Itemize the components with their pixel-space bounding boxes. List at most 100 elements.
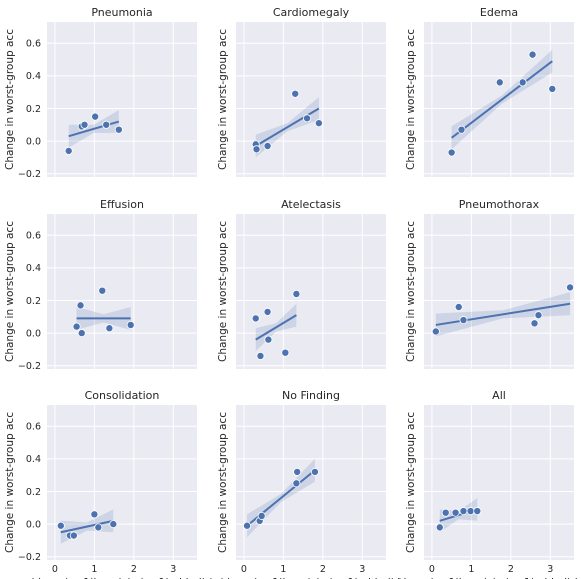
- data-point: [80, 120, 89, 129]
- x-tick-label: 1: [91, 564, 97, 575]
- data-point: [466, 507, 475, 516]
- x-tick-label: 3: [547, 564, 553, 575]
- x-axis-label: | log p(y=1|base) / p(y=1|added) |: [397, 577, 578, 579]
- y-tick-label: 0.2: [26, 104, 41, 115]
- data-point: [454, 302, 463, 311]
- x-axis-label: | log p(y=1|base) / p(y=1|added) |: [220, 577, 401, 579]
- panel-cardiomegaly: Cardiomegaly Change in worst-group acc: [217, 6, 386, 177]
- y-tick-label: 0.2: [26, 296, 41, 307]
- data-point: [566, 283, 575, 292]
- data-point: [98, 286, 107, 295]
- x-axis-label: | log p(y=1|base) / p(y=1|added) |: [31, 577, 212, 579]
- data-point: [303, 114, 312, 123]
- data-point: [310, 467, 319, 476]
- data-point: [77, 329, 86, 338]
- regression-line: [255, 314, 297, 341]
- y-tick-label: −0.2: [18, 361, 41, 372]
- data-point: [548, 84, 557, 93]
- y-tick-label: −0.2: [18, 169, 41, 180]
- y-axis-label: Change in worst-group acc: [405, 412, 417, 553]
- y-tick-label: 0.0: [26, 328, 41, 339]
- regression-line: [68, 120, 120, 138]
- y-axis-label: Change in worst-group acc: [4, 412, 16, 553]
- y-tick-label: 0.0: [26, 136, 41, 147]
- data-point: [251, 314, 260, 323]
- y-axis-label: Change in worst-group acc: [217, 221, 229, 362]
- x-tick-label: 0: [429, 564, 435, 575]
- y-tick-label: −0.2: [18, 552, 41, 563]
- panel-background: [424, 405, 574, 560]
- data-point: [263, 307, 272, 316]
- panel-title: Atelectasis: [281, 198, 341, 211]
- data-point: [90, 510, 99, 519]
- data-point: [293, 467, 302, 476]
- data-point: [292, 479, 301, 488]
- x-tick-label: 2: [320, 564, 326, 575]
- data-point: [447, 148, 456, 157]
- data-point: [64, 146, 73, 155]
- regression-line: [451, 60, 553, 139]
- panel-title: All: [492, 389, 506, 402]
- x-tick-label: 0: [241, 564, 247, 575]
- panel-title: Pneumothorax: [459, 198, 540, 211]
- y-axis-label: Change in worst-group acc: [217, 412, 229, 553]
- data-point: [105, 324, 114, 333]
- panel-title: Cardiomegaly: [273, 6, 350, 19]
- y-tick-label: 0.4: [26, 71, 41, 82]
- panel-consolidation: Consolidation −0.2 0.0 0.2 0.4 0.6 0 1 2 3 | log p…: [4, 389, 213, 579]
- data-point: [314, 119, 323, 128]
- data-point: [534, 311, 543, 320]
- data-point: [69, 531, 78, 540]
- x-tick-label: 1: [280, 564, 286, 575]
- data-point: [281, 348, 290, 357]
- data-point: [72, 322, 81, 331]
- x-tick-label: 0: [52, 564, 58, 575]
- panel-background: [236, 22, 386, 177]
- data-point: [252, 145, 261, 154]
- data-point: [94, 523, 103, 532]
- panel-title: Edema: [480, 6, 518, 19]
- x-tick-label: 2: [508, 564, 514, 575]
- y-tick-label: 0.4: [26, 263, 41, 274]
- y-tick-label: 0.6: [26, 39, 41, 50]
- data-point: [102, 120, 111, 129]
- data-point: [473, 507, 482, 516]
- data-point: [91, 112, 100, 121]
- regression-line: [435, 302, 571, 326]
- panel-title: Consolidation: [85, 389, 160, 402]
- data-point: [530, 319, 539, 328]
- data-point: [243, 521, 252, 530]
- regression-line: [60, 519, 114, 534]
- data-point: [431, 327, 440, 336]
- y-tick-label: 0.4: [26, 454, 41, 465]
- data-point: [451, 508, 460, 517]
- panel-background: [236, 405, 386, 560]
- data-point: [114, 125, 123, 134]
- data-point: [291, 89, 300, 98]
- panel-title: Pneumonia: [91, 6, 152, 19]
- data-point: [459, 507, 468, 516]
- panel-pneumothorax: Pneumothorax Change in worst-group acc: [405, 198, 575, 369]
- panel-title: No Finding: [282, 389, 340, 402]
- panel-title: Effusion: [100, 198, 144, 211]
- data-point: [495, 78, 504, 87]
- x-tick-label: 2: [131, 564, 137, 575]
- y-axis-label: Change in worst-group acc: [4, 221, 16, 362]
- data-point: [264, 335, 273, 344]
- data-point: [126, 320, 135, 329]
- data-point: [459, 316, 468, 325]
- y-tick-label: 0.6: [26, 422, 41, 433]
- data-point: [457, 125, 466, 134]
- data-point: [263, 141, 272, 150]
- panel-effusion: Effusion −0.2 0.0 0.2 0.4 0.6 Change in worst-…: [4, 198, 197, 372]
- panel-background: [424, 214, 574, 369]
- y-tick-label: 0.0: [26, 519, 41, 530]
- data-point: [292, 289, 301, 298]
- x-tick-label: 1: [468, 564, 474, 575]
- panel-background: [236, 214, 386, 369]
- y-axis-label: Change in worst-group acc: [405, 221, 417, 362]
- data-point: [109, 520, 118, 529]
- data-point: [435, 523, 444, 532]
- data-point: [257, 511, 266, 520]
